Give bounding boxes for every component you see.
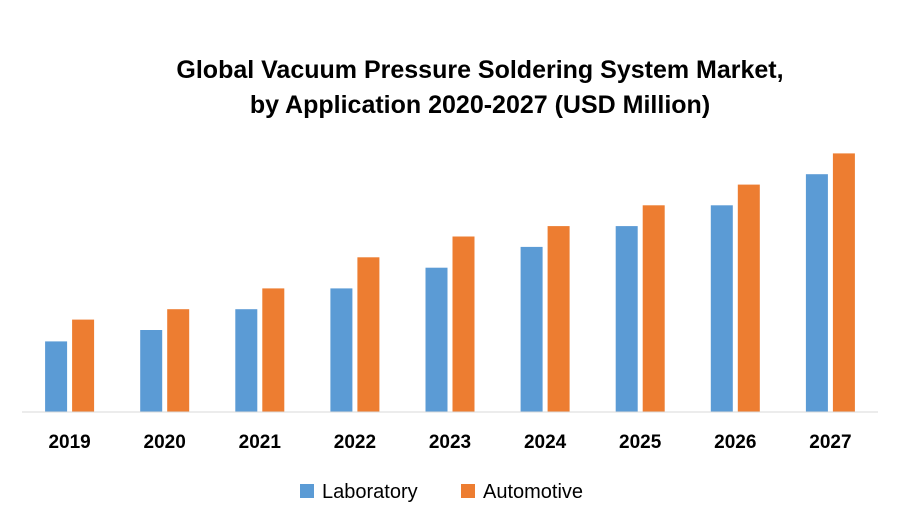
x-tick-label-2021: 2021 bbox=[239, 432, 282, 453]
bar-laboratory-2026 bbox=[710, 205, 733, 412]
bar-laboratory-2019 bbox=[45, 341, 68, 412]
bar-automotive-2026 bbox=[737, 184, 760, 412]
bar-group-2025 bbox=[615, 205, 665, 412]
legend: Laboratory Automotive bbox=[300, 481, 583, 503]
x-tick-label-2026: 2026 bbox=[714, 432, 756, 453]
bar-group-2026 bbox=[710, 184, 760, 412]
bar-laboratory-2021 bbox=[235, 309, 258, 412]
bar-automotive-2023 bbox=[452, 236, 475, 412]
x-tick-label-2027: 2027 bbox=[809, 432, 851, 453]
x-tick-label-2022: 2022 bbox=[334, 432, 376, 453]
legend-item-laboratory: Laboratory bbox=[300, 481, 418, 503]
bar-automotive-2022 bbox=[357, 257, 380, 412]
chart-title-line-1: Global Vacuum Pressure Soldering System … bbox=[176, 56, 783, 84]
x-tick-label-2020: 2020 bbox=[144, 432, 186, 453]
chart-title: Global Vacuum Pressure Soldering System … bbox=[176, 56, 783, 119]
x-tick-label-2023: 2023 bbox=[429, 432, 471, 453]
bar-group-2019 bbox=[45, 319, 95, 412]
legend-label-automotive: Automotive bbox=[483, 481, 583, 503]
bar-automotive-2021 bbox=[262, 288, 285, 412]
plot-area bbox=[45, 153, 855, 412]
x-tick-label-2025: 2025 bbox=[619, 432, 662, 453]
legend-label-laboratory: Laboratory bbox=[322, 481, 418, 503]
legend-swatch-laboratory bbox=[300, 484, 314, 498]
bar-automotive-2020 bbox=[167, 309, 190, 412]
bar-group-2020 bbox=[140, 309, 190, 412]
bar-automotive-2024 bbox=[547, 226, 570, 412]
x-tick-label-2024: 2024 bbox=[524, 432, 567, 453]
bar-group-2023 bbox=[425, 236, 475, 412]
bar-group-2027 bbox=[805, 153, 855, 412]
legend-item-automotive: Automotive bbox=[461, 481, 583, 503]
bar-group-2024 bbox=[520, 226, 570, 412]
bar-automotive-2025 bbox=[642, 205, 665, 412]
legend-swatch-automotive bbox=[461, 484, 475, 498]
x-axis-tick-labels: 2019 2020 2021 2022 2023 2024 2025 2026 2027 bbox=[48, 432, 851, 453]
bar-group-2021 bbox=[235, 288, 285, 412]
bar-laboratory-2027 bbox=[805, 174, 828, 412]
bar-laboratory-2023 bbox=[425, 267, 448, 412]
bar-group-2022 bbox=[330, 257, 380, 412]
x-tick-label-2019: 2019 bbox=[48, 432, 90, 453]
bar-laboratory-2020 bbox=[140, 330, 163, 412]
bar-laboratory-2025 bbox=[615, 226, 638, 412]
bar-laboratory-2024 bbox=[520, 246, 543, 412]
chart-title-line-2: by Application 2020-2027 (USD Million) bbox=[250, 91, 710, 119]
bar-automotive-2019 bbox=[72, 319, 95, 412]
bar-laboratory-2022 bbox=[330, 288, 353, 412]
bar-automotive-2027 bbox=[832, 153, 855, 412]
